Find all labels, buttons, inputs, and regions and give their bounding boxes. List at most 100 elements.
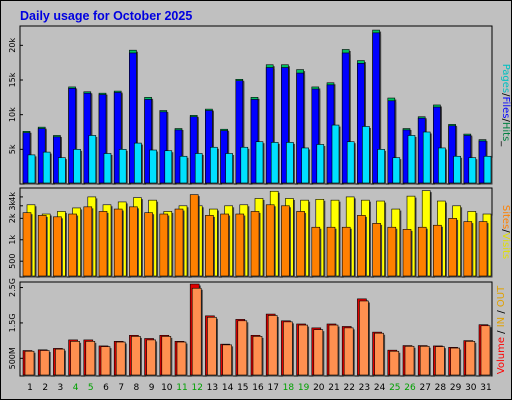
day-label: 9 bbox=[149, 383, 155, 393]
day-label: 14 bbox=[222, 383, 234, 393]
sites-bar bbox=[326, 226, 336, 277]
pages-bar bbox=[483, 155, 492, 184]
sites-bar bbox=[433, 224, 442, 277]
day-label: 29 bbox=[450, 383, 462, 393]
files-bar bbox=[311, 88, 320, 184]
sites-bar bbox=[250, 211, 260, 277]
y-tick-label: 15k bbox=[8, 72, 17, 87]
volume-out-bar bbox=[131, 336, 141, 376]
volume-out-bar bbox=[450, 347, 460, 376]
pages-bar bbox=[42, 151, 51, 184]
legend-separator: / bbox=[500, 93, 511, 97]
pages-bar bbox=[422, 131, 431, 184]
volume-out-bar bbox=[419, 345, 430, 376]
y-tick-label: 5k bbox=[8, 144, 17, 154]
y-tick-label: 20k bbox=[8, 38, 17, 53]
sites-bar bbox=[189, 194, 199, 277]
day-label: 5 bbox=[88, 383, 94, 393]
day-label: 31 bbox=[480, 383, 491, 393]
pages-bar bbox=[225, 153, 233, 184]
volume-out-bar bbox=[328, 324, 339, 376]
legend-pages: Pages bbox=[500, 64, 511, 93]
day-label: 18 bbox=[283, 383, 295, 393]
files-bar bbox=[159, 111, 168, 184]
sites-bar bbox=[83, 206, 93, 277]
legend-files: Files bbox=[500, 97, 511, 119]
y-tick-label: 500M bbox=[8, 347, 17, 369]
pages-bar bbox=[103, 153, 112, 184]
day-label: 23 bbox=[359, 383, 370, 393]
legend-hits: Hits bbox=[500, 122, 511, 141]
sites-bar bbox=[478, 221, 488, 277]
day-label: 2 bbox=[42, 383, 48, 393]
y-tick-label: 2k bbox=[8, 213, 17, 223]
volume-out-bar bbox=[191, 287, 202, 376]
sites-bar bbox=[341, 226, 351, 277]
pages-bar bbox=[27, 154, 36, 184]
pages-bar bbox=[194, 153, 203, 184]
sites-bar bbox=[448, 218, 457, 277]
sites-bar bbox=[205, 215, 214, 277]
day-label: 22 bbox=[343, 383, 354, 393]
sites-bar bbox=[265, 204, 275, 277]
files-bar bbox=[387, 100, 396, 184]
volume-out-bar bbox=[70, 341, 80, 376]
volume-out-bar bbox=[85, 341, 96, 376]
legend-separator: / bbox=[500, 229, 511, 233]
pages-bar bbox=[331, 124, 340, 184]
volume-out-bar bbox=[389, 350, 400, 376]
volume-out-bar bbox=[146, 339, 156, 376]
y-tick-label: 10k bbox=[8, 107, 17, 122]
day-label: 7 bbox=[118, 383, 124, 393]
legend-separator: / bbox=[500, 118, 511, 122]
volume-out-bar bbox=[24, 350, 35, 376]
legend-panel-2: Sites/Visits bbox=[500, 205, 511, 259]
legend-volume: Volume bbox=[496, 337, 507, 374]
y-tick-label: 2.5G bbox=[8, 278, 17, 297]
sites-bar bbox=[68, 213, 77, 277]
pages-bar bbox=[453, 155, 461, 184]
legend-in: IN bbox=[496, 317, 507, 327]
pages-bar bbox=[286, 142, 294, 184]
pages-bar bbox=[255, 141, 264, 184]
volume-out-bar bbox=[55, 348, 65, 376]
pages-bar bbox=[438, 147, 446, 184]
day-label: 12 bbox=[191, 383, 202, 393]
pages-bar bbox=[179, 155, 188, 184]
sites-bar bbox=[357, 215, 366, 277]
day-label: 13 bbox=[207, 383, 218, 393]
volume-out-bar bbox=[176, 341, 187, 376]
volume-out-bar bbox=[435, 346, 445, 376]
sites-bar bbox=[174, 208, 184, 277]
day-label: 27 bbox=[419, 383, 430, 393]
day-label: 24 bbox=[374, 383, 386, 393]
files-bar bbox=[341, 52, 350, 184]
files-bar bbox=[144, 99, 152, 184]
files-bar bbox=[129, 52, 137, 184]
sites-bar bbox=[417, 226, 427, 277]
pages-bar bbox=[362, 126, 370, 184]
day-label: 11 bbox=[176, 383, 187, 393]
day-label: 17 bbox=[267, 383, 278, 393]
files-bar bbox=[235, 80, 244, 184]
pages-bar bbox=[149, 149, 157, 184]
sites-bar bbox=[220, 213, 229, 277]
day-label: 28 bbox=[435, 383, 447, 393]
pages-bar bbox=[346, 141, 355, 184]
legend-sites: Sites bbox=[500, 205, 511, 229]
sites-bar bbox=[311, 226, 321, 277]
pages-bar bbox=[468, 157, 477, 184]
pages-bar bbox=[164, 150, 173, 184]
pages-bar bbox=[392, 157, 401, 184]
y-tick-label: 3k bbox=[8, 201, 17, 211]
day-label: 10 bbox=[161, 383, 173, 393]
volume-out-bar bbox=[343, 327, 354, 376]
day-label: 8 bbox=[134, 383, 140, 393]
day-label: 15 bbox=[237, 383, 248, 393]
day-label: 6 bbox=[103, 383, 109, 393]
day-label: 16 bbox=[252, 383, 264, 393]
files-bar bbox=[113, 92, 122, 184]
legend-separator: / bbox=[496, 307, 507, 317]
pages-bar bbox=[118, 149, 127, 184]
